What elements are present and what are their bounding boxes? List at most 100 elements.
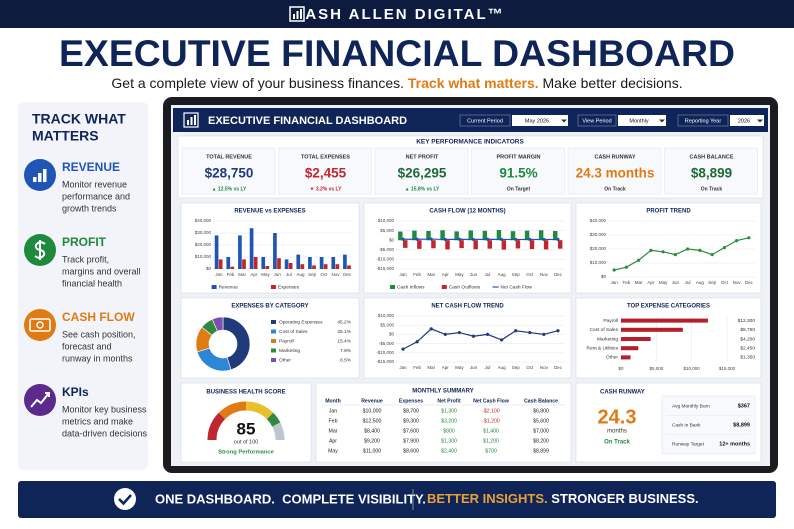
category-label: Marketing — [597, 336, 618, 342]
control-dropdown[interactable] — [730, 115, 764, 126]
y-tick-label: $0 — [389, 332, 395, 337]
bar — [343, 254, 347, 269]
kpi-note: ▼ 3.2% vs LY — [309, 186, 342, 192]
kpi-card — [181, 147, 276, 195]
table-cell: -$1,200 — [482, 418, 500, 424]
bar — [501, 240, 507, 250]
kpi-value: $28,750 — [205, 166, 254, 181]
bar — [284, 259, 289, 269]
x-tick-label: Jan — [399, 365, 407, 370]
bar — [621, 327, 683, 332]
chart-title: PROFIT TREND — [646, 209, 691, 215]
subtitle-highlight: Track what matters. — [408, 75, 539, 91]
sidebar-item-text: performance and — [62, 191, 130, 201]
x-tick-label: Sep — [708, 280, 717, 285]
sidebar-item-text: See cash position, — [62, 329, 136, 339]
x-tick-label: Oct — [526, 272, 534, 277]
line — [402, 328, 559, 350]
subtitle-start: Get a complete view of your business fin… — [111, 75, 404, 91]
bar — [226, 257, 231, 269]
sidebar-item-text: runway in months — [62, 353, 133, 363]
point — [485, 237, 490, 241]
table-cell: $9,300 — [403, 418, 419, 424]
point — [722, 246, 726, 250]
table-cell: May — [328, 448, 338, 454]
table-cell: $1,300 — [441, 408, 457, 414]
dashboard-title: EXECUTIVE FINANCIAL DASHBOARD — [208, 115, 407, 127]
bar — [273, 233, 277, 269]
x-tick-label: Jan — [399, 272, 407, 277]
sidebar-item-text: growth trends — [62, 203, 117, 213]
sidebar-heading: MATTERS — [32, 128, 99, 144]
category-label: Rent & Utilities — [587, 345, 619, 351]
point — [514, 237, 518, 242]
detail-label: Runway Target — [672, 441, 705, 447]
control-dropdown[interactable] — [618, 115, 666, 126]
legend-swatch — [390, 285, 396, 289]
x-tick-label: May — [261, 272, 270, 277]
bar — [308, 257, 312, 269]
footer-bar — [18, 481, 776, 518]
bar — [261, 257, 266, 269]
x-tick-label: May — [659, 280, 668, 285]
control-label: View Period — [582, 118, 611, 124]
bar — [265, 266, 270, 269]
x-tick-label: Aug — [696, 280, 705, 285]
value-label: $2,450 — [740, 345, 755, 351]
x-tick-label: Mar — [427, 365, 435, 370]
runway-unit: months — [607, 429, 627, 435]
detail-value: $8,899 — [733, 422, 750, 428]
sidebar-item-text: Monitor revenue — [62, 179, 127, 189]
sidebar-icon — [24, 309, 56, 341]
control-dropdown[interactable] — [512, 115, 568, 126]
bar — [412, 230, 417, 241]
bar — [398, 231, 403, 241]
kpi-value: $8,899 — [691, 166, 732, 181]
bar — [621, 355, 631, 360]
table-header: Cash Balance — [524, 398, 558, 404]
control-label-box — [677, 114, 729, 127]
footer-left: ONE DASHBOARD. COMPLETE VISIBILITY. — [155, 491, 426, 506]
dropdown-arrow — [659, 119, 665, 123]
legend-label: Expenses — [278, 284, 300, 290]
table-cell: $1,200 — [483, 438, 499, 444]
bar — [487, 240, 492, 249]
detail-label: Cash in Bank — [672, 422, 701, 428]
x-tick-label: Oct — [320, 272, 328, 277]
sidebar-item-title: REVENUE — [62, 160, 120, 174]
icon-bar — [33, 177, 37, 182]
sidebar-icon — [24, 384, 56, 416]
point — [457, 330, 461, 335]
chart-title: TOP EXPENSE CATEGORIES — [627, 304, 710, 310]
point — [485, 332, 490, 336]
y-tick-label: -$5,000 — [379, 341, 395, 346]
point — [500, 338, 504, 342]
x-tick-label: Dec — [554, 272, 563, 277]
y-tick-label: -$10,000 — [376, 257, 394, 262]
x-tick-label: Feb — [622, 280, 630, 285]
dropdown-arrow — [757, 119, 763, 123]
bar — [431, 240, 436, 249]
chart-panel — [575, 202, 762, 294]
pie-slice — [211, 316, 224, 332]
table-cell: $7,900 — [403, 438, 419, 444]
x-tick-label: Jul — [685, 280, 691, 285]
x-tick-label: $0 — [618, 366, 624, 371]
chart-title: REVENUE vs EXPENSES — [234, 209, 305, 215]
y-tick-label: $10,000 — [195, 254, 212, 259]
x-tick-label: Nov — [331, 272, 340, 277]
bar — [277, 258, 281, 269]
table-cell: $800 — [443, 428, 455, 434]
control-label: Reporting Year — [685, 118, 722, 124]
point — [401, 237, 405, 241]
bar — [238, 235, 242, 269]
value-label: 45.2% — [337, 319, 351, 325]
kpi-value: $26,295 — [398, 166, 447, 181]
icon-glyph — [29, 318, 51, 332]
kpi-card — [567, 147, 662, 195]
runway-value: 24.3 — [598, 406, 637, 428]
kpi-value: $2,455 — [305, 166, 347, 181]
bar — [553, 230, 558, 241]
category-label: Cost of Sales — [589, 327, 618, 333]
